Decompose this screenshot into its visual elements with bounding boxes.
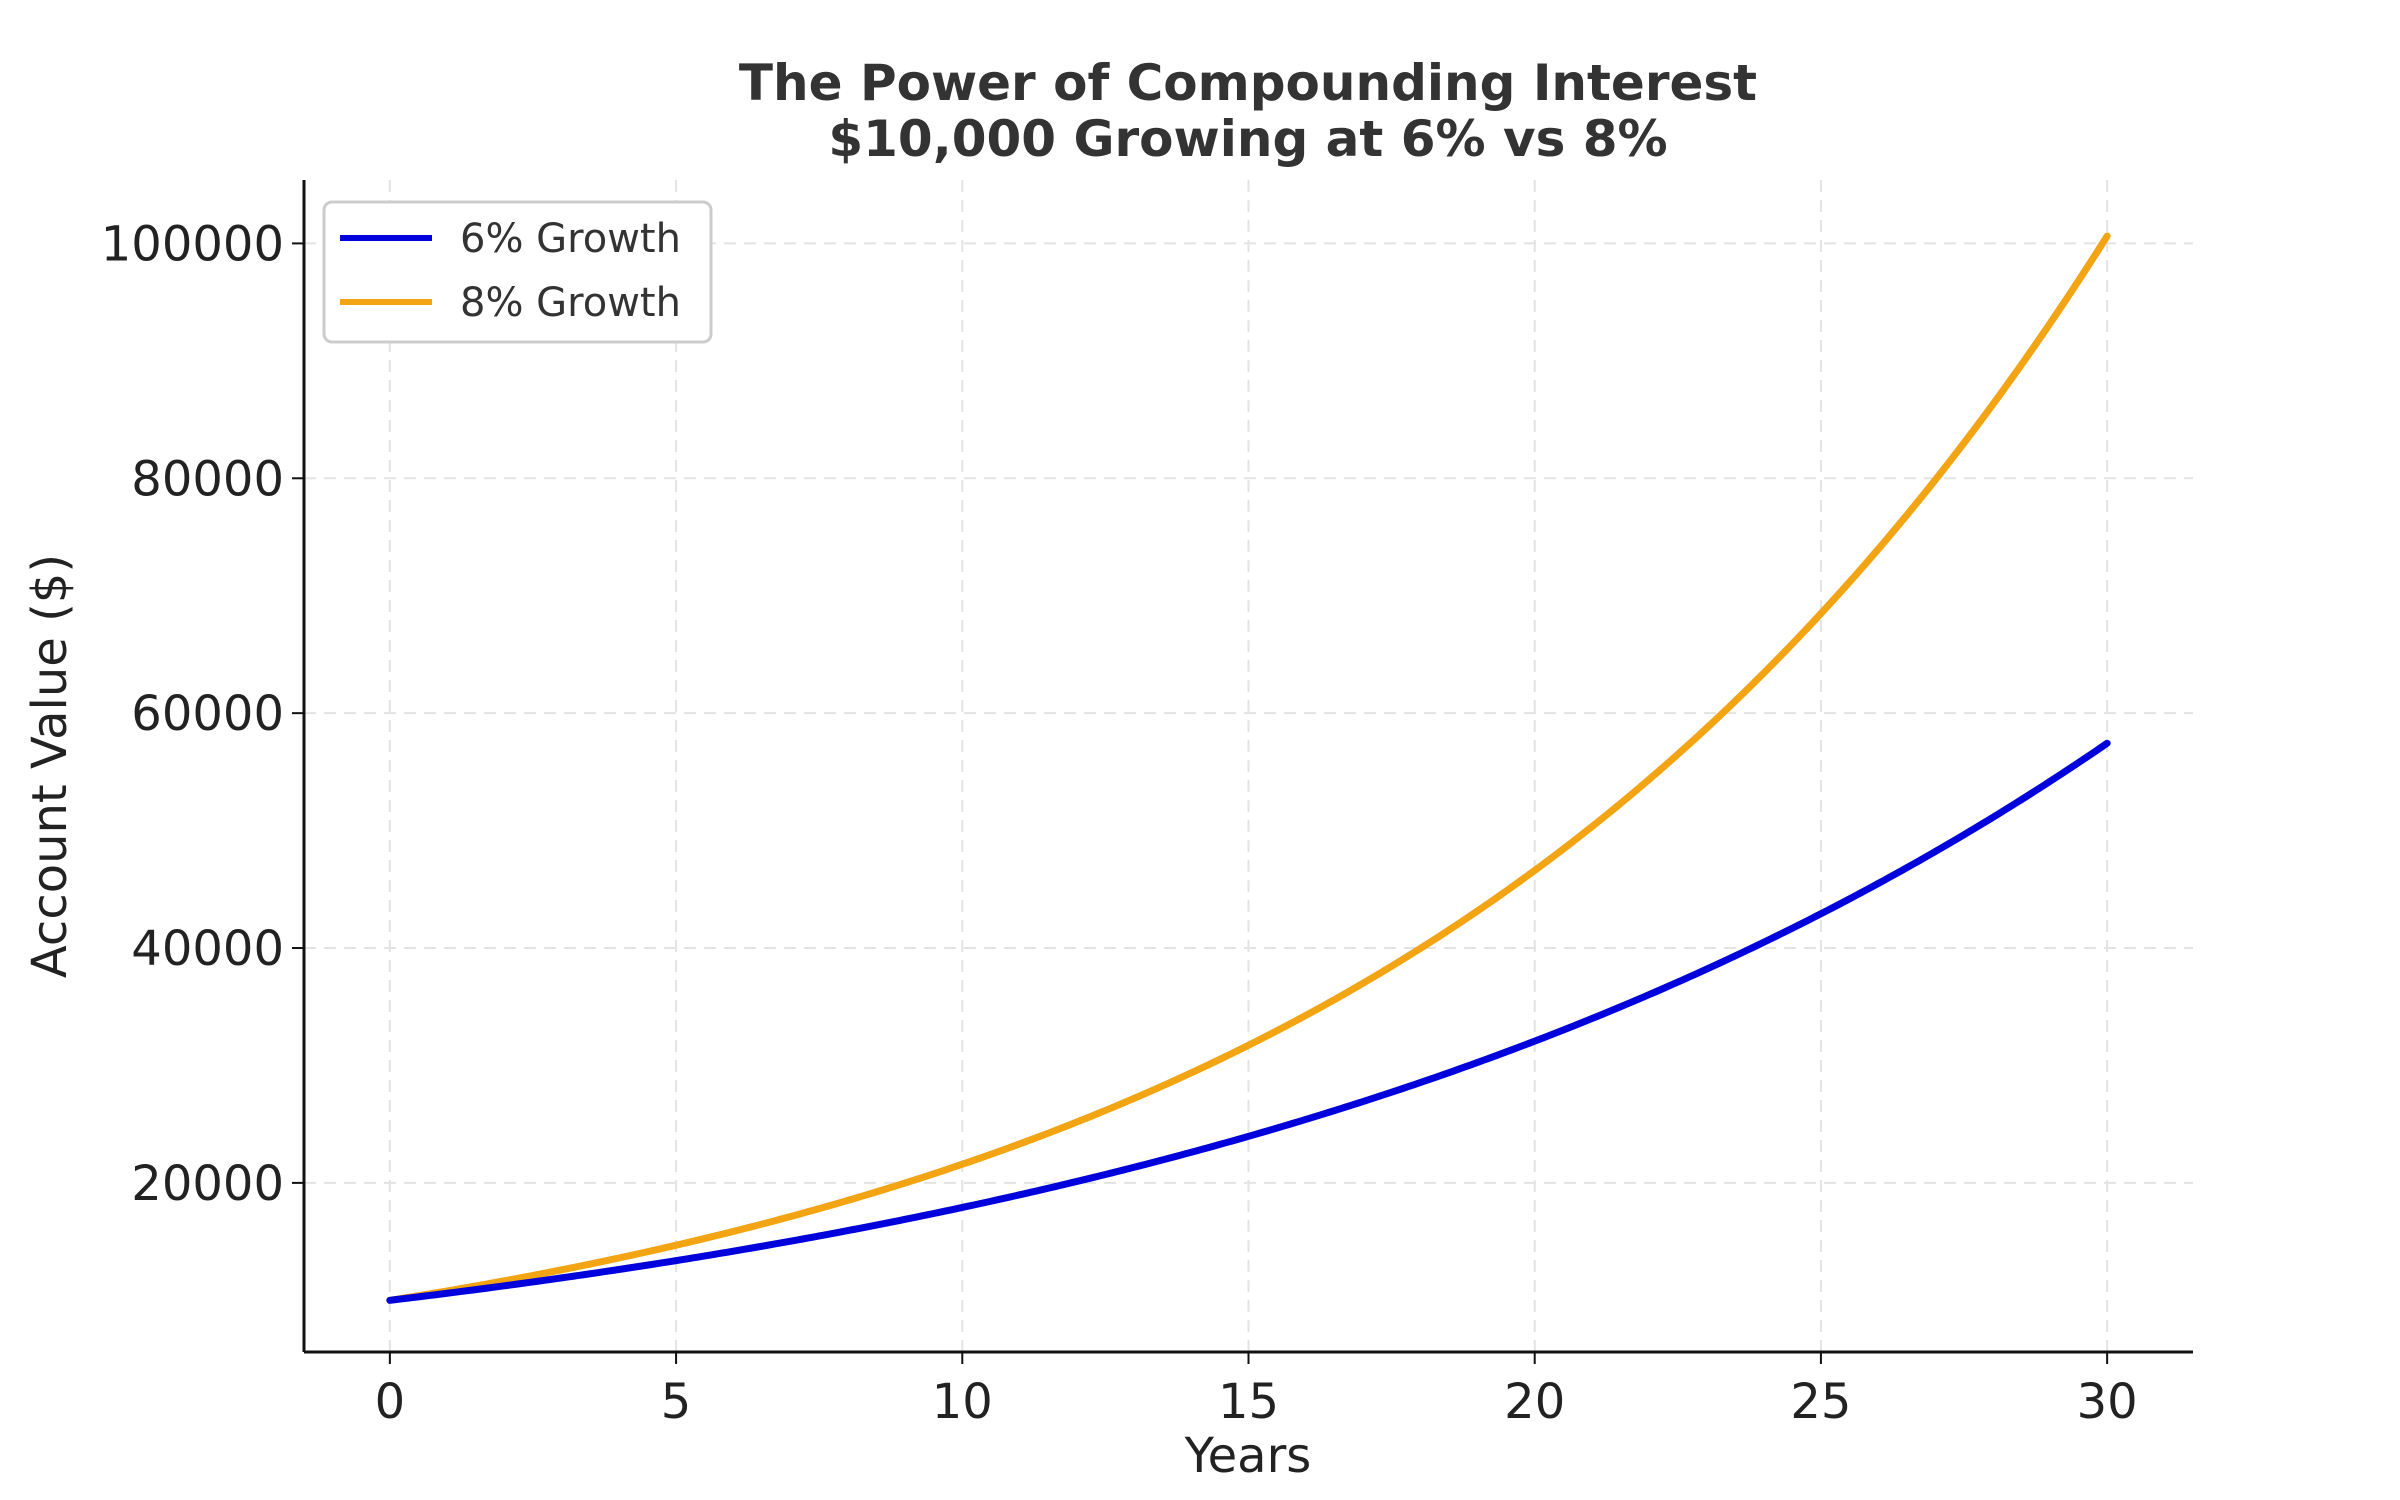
- grid-lines: [304, 180, 2193, 1352]
- x-axis-label: Years: [1184, 1428, 1312, 1484]
- y-axis-ticks: 20000 40000 60000 80000 100000: [101, 216, 304, 1212]
- x-axis-ticks: 0 5 10 15 20 25 30: [375, 1352, 2138, 1430]
- chart-title: The Power of Compounding Interest: [739, 54, 1757, 112]
- x-tick-label: 20: [1504, 1374, 1565, 1430]
- x-tick-label: 10: [932, 1374, 993, 1430]
- legend-label-6pct: 6% Growth: [460, 216, 681, 262]
- x-tick-label: 30: [2077, 1374, 2138, 1430]
- y-axis-label: Account Value ($): [22, 554, 78, 978]
- y-tick-label: 100000: [101, 216, 284, 272]
- x-tick-label: 25: [1790, 1374, 1851, 1430]
- legend-label-8pct: 8% Growth: [460, 280, 681, 326]
- series-line-8-growth: [386, 232, 2111, 1304]
- x-tick-label: 0: [375, 1374, 406, 1430]
- x-tick-label: 15: [1218, 1374, 1279, 1430]
- chart-subtitle: $10,000 Growing at 6% vs 8%: [828, 110, 1667, 168]
- legend: 6% Growth 8% Growth: [322, 200, 713, 344]
- plot-series: [386, 232, 2111, 1304]
- series-line-6-growth: [386, 739, 2111, 1304]
- y-tick-label: 40000: [131, 921, 284, 977]
- y-tick-label: 80000: [131, 451, 284, 507]
- y-tick-label: 20000: [131, 1156, 284, 1212]
- x-tick-label: 5: [661, 1374, 692, 1430]
- y-tick-label: 60000: [131, 686, 284, 742]
